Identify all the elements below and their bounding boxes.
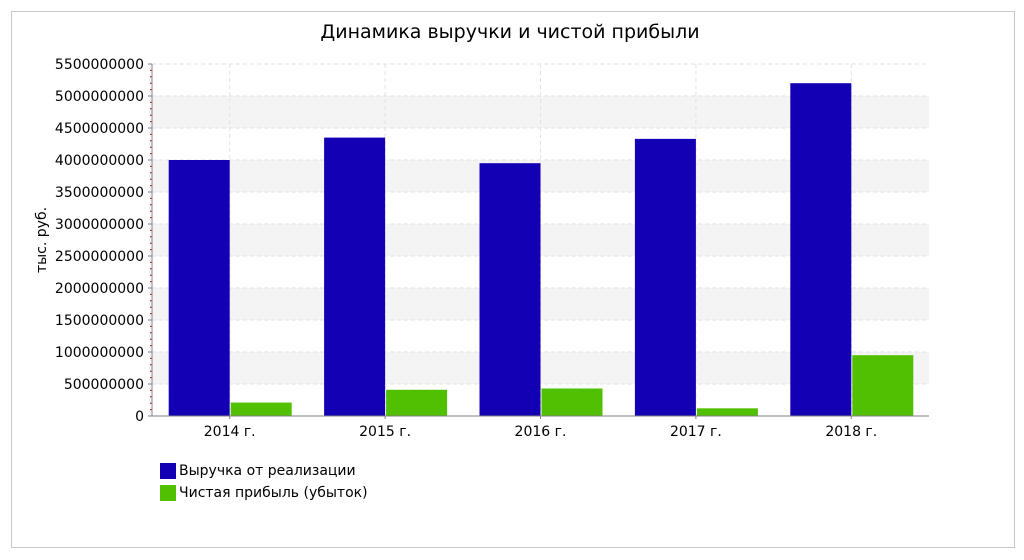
bar-net-profit-0 bbox=[230, 402, 292, 416]
y-tick-label: 1000000000 bbox=[55, 345, 144, 361]
bar-revenue-3 bbox=[634, 138, 696, 416]
bar-net-profit-2 bbox=[541, 388, 603, 416]
legend-label-revenue: Выручка от реализации bbox=[179, 463, 356, 479]
chart-title: Динамика выручки и чистой прибыли bbox=[320, 21, 699, 43]
legend-swatch-net-profit bbox=[160, 485, 176, 501]
legend-item-revenue: Выручка от реализации bbox=[160, 460, 368, 482]
legend-swatch-revenue bbox=[160, 463, 176, 479]
legend-label-net-profit: Чистая прибыль (убыток) bbox=[179, 485, 368, 501]
y-tick-label: 500000000 bbox=[64, 377, 144, 393]
y-tick-label: 2000000000 bbox=[55, 281, 144, 297]
y-tick-label: 3000000000 bbox=[55, 217, 144, 233]
y-tick-label: 3500000000 bbox=[55, 185, 144, 201]
x-tick-label: 2014 г. bbox=[204, 424, 256, 440]
legend: Выручка от реализации Чистая прибыль (уб… bbox=[160, 460, 368, 504]
x-tick-label: 2018 г. bbox=[825, 424, 877, 440]
y-tick-label: 1500000000 bbox=[55, 313, 144, 329]
x-tick-label: 2016 г. bbox=[515, 424, 567, 440]
y-tick-label: 2500000000 bbox=[55, 249, 144, 265]
bar-net-profit-1 bbox=[386, 389, 448, 416]
x-tick-label: 2015 г. bbox=[359, 424, 411, 440]
y-axis-label: тыс. руб. bbox=[34, 207, 50, 273]
y-tick-label: 0 bbox=[135, 409, 144, 425]
legend-item-net-profit: Чистая прибыль (убыток) bbox=[160, 482, 368, 504]
x-tick-label: 2017 г. bbox=[670, 424, 722, 440]
y-tick-label: 4000000000 bbox=[55, 153, 144, 169]
bar-net-profit-4 bbox=[852, 355, 914, 416]
bar-revenue-2 bbox=[479, 163, 541, 416]
bar-revenue-1 bbox=[324, 137, 386, 416]
bar-revenue-4 bbox=[790, 83, 852, 416]
bar-net-profit-3 bbox=[696, 408, 758, 416]
y-tick-label: 5000000000 bbox=[55, 89, 144, 105]
y-tick-label: 4500000000 bbox=[55, 121, 144, 137]
bar-revenue-0 bbox=[168, 160, 230, 416]
y-tick-label: 5500000000 bbox=[55, 57, 144, 73]
